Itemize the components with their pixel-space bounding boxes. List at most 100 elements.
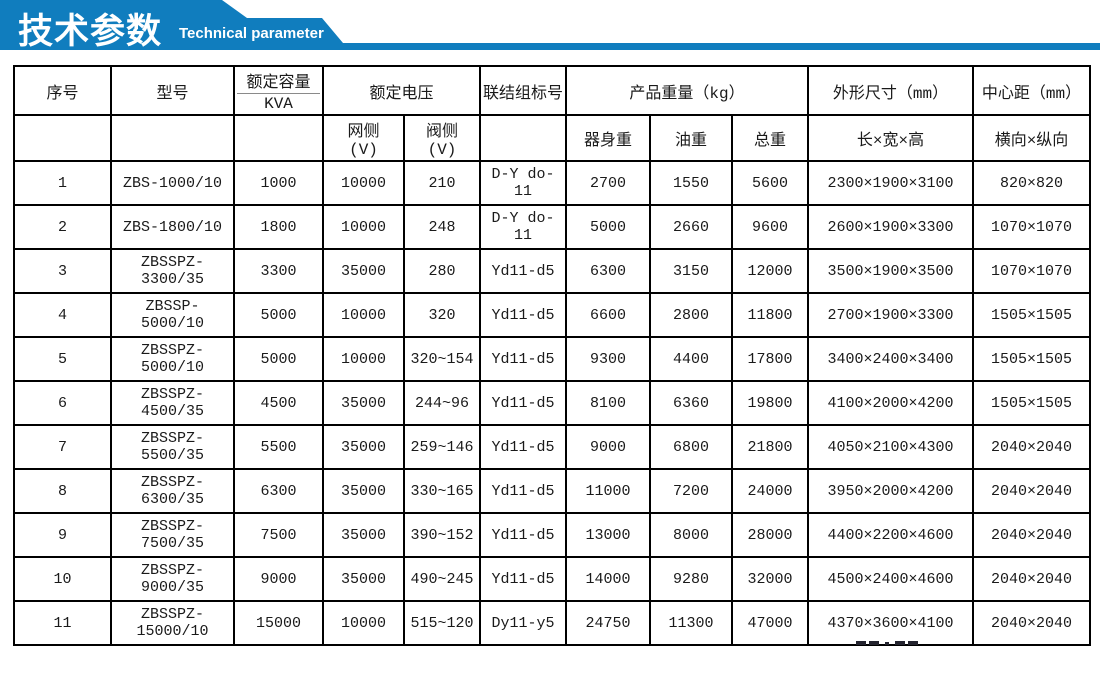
cell-rated-capacity: 4500 — [233, 380, 324, 426]
cell-connection-group: Yd11-d5 — [479, 248, 568, 294]
cell-valve-side-voltage: 490~245 — [402, 556, 482, 602]
cell-connection-group: Yd11-d5 — [479, 380, 568, 426]
cell-total-weight: 24000 — [731, 468, 810, 514]
column-header: 中心距（mm） — [972, 65, 1092, 116]
column-subheader-center-distance: 横向×纵向 — [972, 114, 1092, 162]
cell-dimensions: 2600×1900×3300 — [807, 204, 975, 250]
cell-model: ZBSSPZ-6300/35 — [110, 468, 235, 514]
cell-dimensions: 3950×2000×4200 — [807, 468, 975, 514]
cell-serial: 4 — [13, 292, 112, 338]
empty-header-cell — [110, 114, 235, 162]
cell-total-weight: 11800 — [731, 292, 810, 338]
column-header: 联结组标号 — [479, 65, 568, 116]
cell-body-weight: 14000 — [565, 556, 652, 602]
cell-valve-side-voltage: 515~120 — [402, 600, 482, 646]
column-header: 产品重量（kg） — [565, 65, 810, 116]
cell-total-weight: 47000 — [731, 600, 810, 646]
column-subheader-total-weight: 总重 — [731, 114, 810, 162]
cell-grid-side-voltage: 10000 — [322, 204, 405, 250]
cell-serial: 11 — [13, 600, 112, 646]
cell-valve-side-voltage: 244~96 — [402, 380, 482, 426]
cell-valve-side-voltage: 280 — [402, 248, 482, 294]
cell-model: ZBSSPZ-5000/10 — [110, 336, 235, 382]
cell-center-distance: 1070×1070 — [972, 248, 1092, 294]
cell-grid-side-voltage: 10000 — [322, 160, 405, 206]
cell-serial: 1 — [13, 160, 112, 206]
cell-serial: 10 — [13, 556, 112, 602]
empty-header-cell — [479, 114, 568, 162]
cell-grid-side-voltage: 35000 — [322, 468, 405, 514]
cell-oil-weight: 7200 — [649, 468, 734, 514]
cell-connection-group: Yd11-d5 — [479, 336, 568, 382]
cell-oil-weight: 3150 — [649, 248, 734, 294]
cell-connection-group: Dy11-y5 — [479, 600, 568, 646]
cell-oil-weight: 2800 — [649, 292, 734, 338]
cell-dimensions: 3500×1900×3500 — [807, 248, 975, 294]
cell-rated-capacity: 15000 — [233, 600, 324, 646]
cell-dimensions: 3400×2400×3400 — [807, 336, 975, 382]
cell-rated-capacity: 1000 — [233, 160, 324, 206]
cell-total-weight: 9600 — [731, 204, 810, 250]
cell-model: ZBSSPZ-7500/35 — [110, 512, 235, 558]
cell-valve-side-voltage: 330~165 — [402, 468, 482, 514]
cell-rated-capacity: 5000 — [233, 336, 324, 382]
cell-rated-capacity: 5000 — [233, 292, 324, 338]
cell-dimensions: 4500×2400×4600 — [807, 556, 975, 602]
cell-center-distance: 1505×1505 — [972, 292, 1092, 338]
cell-total-weight: 21800 — [731, 424, 810, 470]
table-row: 6 ZBSSPZ-4500/35 4500 35000 244~96 Yd11-d5 810… — [13, 380, 1092, 426]
cell-serial: 3 — [13, 248, 112, 294]
cell-dimensions: 2700×1900×3300 — [807, 292, 975, 338]
cell-dimensions: 2300×1900×3100 — [807, 160, 975, 206]
cell-dimensions: 4050×2100×4300 — [807, 424, 975, 470]
empty-header-cell — [13, 114, 112, 162]
table-head: 序号 型号 额定容量 KVA 额定电压 联结组标号 产品重量（kg） 外形尺寸（mm） 中心距（… — [13, 65, 1092, 162]
table-row: 4 ZBSSP-5000/10 5000 10000 320 Yd11-d5 6600 280… — [13, 292, 1092, 338]
cell-grid-side-voltage: 35000 — [322, 380, 405, 426]
column-subheader-body-weight: 器身重 — [565, 114, 652, 162]
table-body: 1 ZBS-1000/10 1000 10000 210 D-Y do- 11 2700 15… — [13, 160, 1092, 646]
cell-center-distance: 2040×2040 — [972, 424, 1092, 470]
cell-oil-weight: 11300 — [649, 600, 734, 646]
cell-rated-capacity: 7500 — [233, 512, 324, 558]
empty-header-cell — [233, 114, 324, 162]
cell-body-weight: 11000 — [565, 468, 652, 514]
cell-center-distance: 2040×2040 — [972, 468, 1092, 514]
cell-model: ZBS-1800/10 — [110, 204, 235, 250]
column-subheader-grid-side-voltage: 网侧 (V) — [322, 114, 405, 162]
column-subheader-oil-weight: 油重 — [649, 114, 734, 162]
column-header: 序号 — [13, 65, 112, 116]
cell-body-weight: 13000 — [565, 512, 652, 558]
cell-connection-group: Yd11-d5 — [479, 512, 568, 558]
cell-body-weight: 5000 — [565, 204, 652, 250]
cell-model: ZBS-1000/10 — [110, 160, 235, 206]
cell-body-weight: 6600 — [565, 292, 652, 338]
cell-serial: 8 — [13, 468, 112, 514]
cell-rated-capacity: 6300 — [233, 468, 324, 514]
cell-body-weight: 9000 — [565, 424, 652, 470]
cell-total-weight: 28000 — [731, 512, 810, 558]
column-header: 外形尺寸（mm） — [807, 65, 975, 116]
cell-center-distance: 2040×2040 — [972, 556, 1092, 602]
cell-grid-side-voltage: 35000 — [322, 556, 405, 602]
cell-center-distance: 1505×1505 — [972, 336, 1092, 382]
cell-valve-side-voltage: 320~154 — [402, 336, 482, 382]
cell-body-weight: 6300 — [565, 248, 652, 294]
cell-connection-group: Yd11-d5 — [479, 468, 568, 514]
cell-body-weight: 2700 — [565, 160, 652, 206]
cell-serial: 9 — [13, 512, 112, 558]
cell-connection-group: D-Y do- 11 — [479, 160, 568, 206]
cell-valve-side-voltage: 248 — [402, 204, 482, 250]
cell-serial: 6 — [13, 380, 112, 426]
cell-center-distance: 1505×1505 — [972, 380, 1092, 426]
page-title: 技术参数 — [18, 12, 163, 51]
cell-rated-capacity: 9000 — [233, 556, 324, 602]
cell-total-weight: 19800 — [731, 380, 810, 426]
cell-valve-side-voltage: 259~146 — [402, 424, 482, 470]
cell-oil-weight: 2660 — [649, 204, 734, 250]
table-row: 1 ZBS-1000/10 1000 10000 210 D-Y do- 11 2700 15… — [13, 160, 1092, 206]
cell-center-distance: 2040×2040 — [972, 512, 1092, 558]
cell-rated-capacity: 5500 — [233, 424, 324, 470]
cell-model: ZBSSPZ-5500/35 — [110, 424, 235, 470]
cell-connection-group: Yd11-d5 — [479, 424, 568, 470]
